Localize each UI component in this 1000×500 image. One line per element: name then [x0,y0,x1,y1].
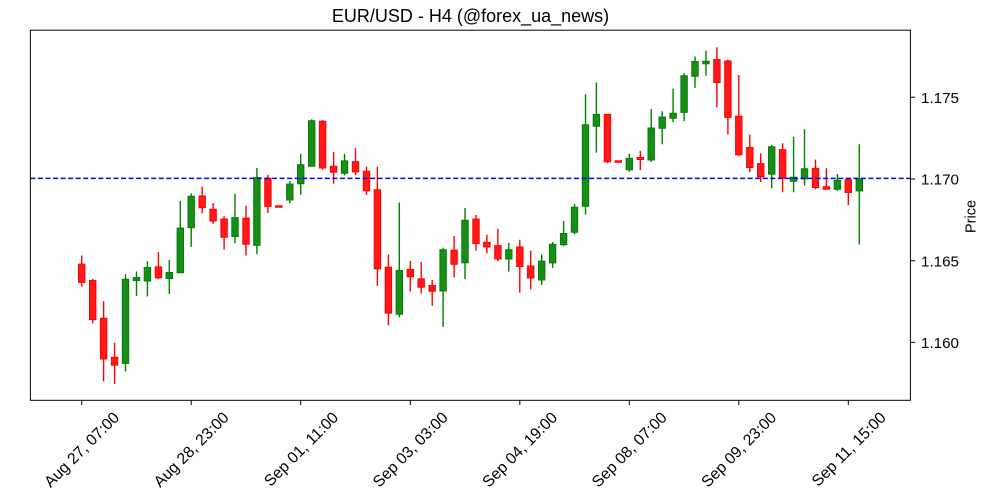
svg-text:1.175: 1.175 [921,90,959,107]
svg-text:EUR/USD - H4 (@forex_ua_news): EUR/USD - H4 (@forex_ua_news) [332,6,609,27]
svg-text:1.160: 1.160 [921,335,959,352]
svg-text:Price: Price [964,200,980,233]
svg-text:1.165: 1.165 [921,253,959,270]
svg-text:1.170: 1.170 [921,172,959,189]
